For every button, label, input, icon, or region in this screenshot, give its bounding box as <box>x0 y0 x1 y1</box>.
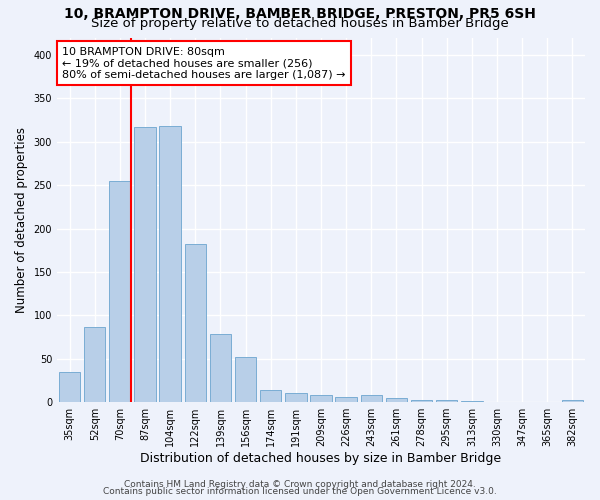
Bar <box>260 390 281 402</box>
Text: 10 BRAMPTON DRIVE: 80sqm
← 19% of detached houses are smaller (256)
80% of semi-: 10 BRAMPTON DRIVE: 80sqm ← 19% of detach… <box>62 46 346 80</box>
Bar <box>361 396 382 402</box>
Bar <box>84 326 106 402</box>
Bar <box>185 244 206 402</box>
Bar <box>59 372 80 402</box>
Text: 10, BRAMPTON DRIVE, BAMBER BRIDGE, PRESTON, PR5 6SH: 10, BRAMPTON DRIVE, BAMBER BRIDGE, PREST… <box>64 8 536 22</box>
Bar <box>386 398 407 402</box>
Bar <box>134 127 156 402</box>
Text: Size of property relative to detached houses in Bamber Bridge: Size of property relative to detached ho… <box>91 18 509 30</box>
Bar <box>436 400 457 402</box>
Bar <box>285 392 307 402</box>
Bar <box>310 396 332 402</box>
Y-axis label: Number of detached properties: Number of detached properties <box>15 127 28 313</box>
Bar <box>562 400 583 402</box>
Bar <box>411 400 432 402</box>
Text: Contains HM Land Registry data © Crown copyright and database right 2024.: Contains HM Land Registry data © Crown c… <box>124 480 476 489</box>
X-axis label: Distribution of detached houses by size in Bamber Bridge: Distribution of detached houses by size … <box>140 452 502 465</box>
Bar <box>109 181 131 402</box>
Bar <box>210 334 231 402</box>
Bar <box>160 126 181 402</box>
Text: Contains public sector information licensed under the Open Government Licence v3: Contains public sector information licen… <box>103 487 497 496</box>
Bar <box>335 397 357 402</box>
Bar <box>235 357 256 402</box>
